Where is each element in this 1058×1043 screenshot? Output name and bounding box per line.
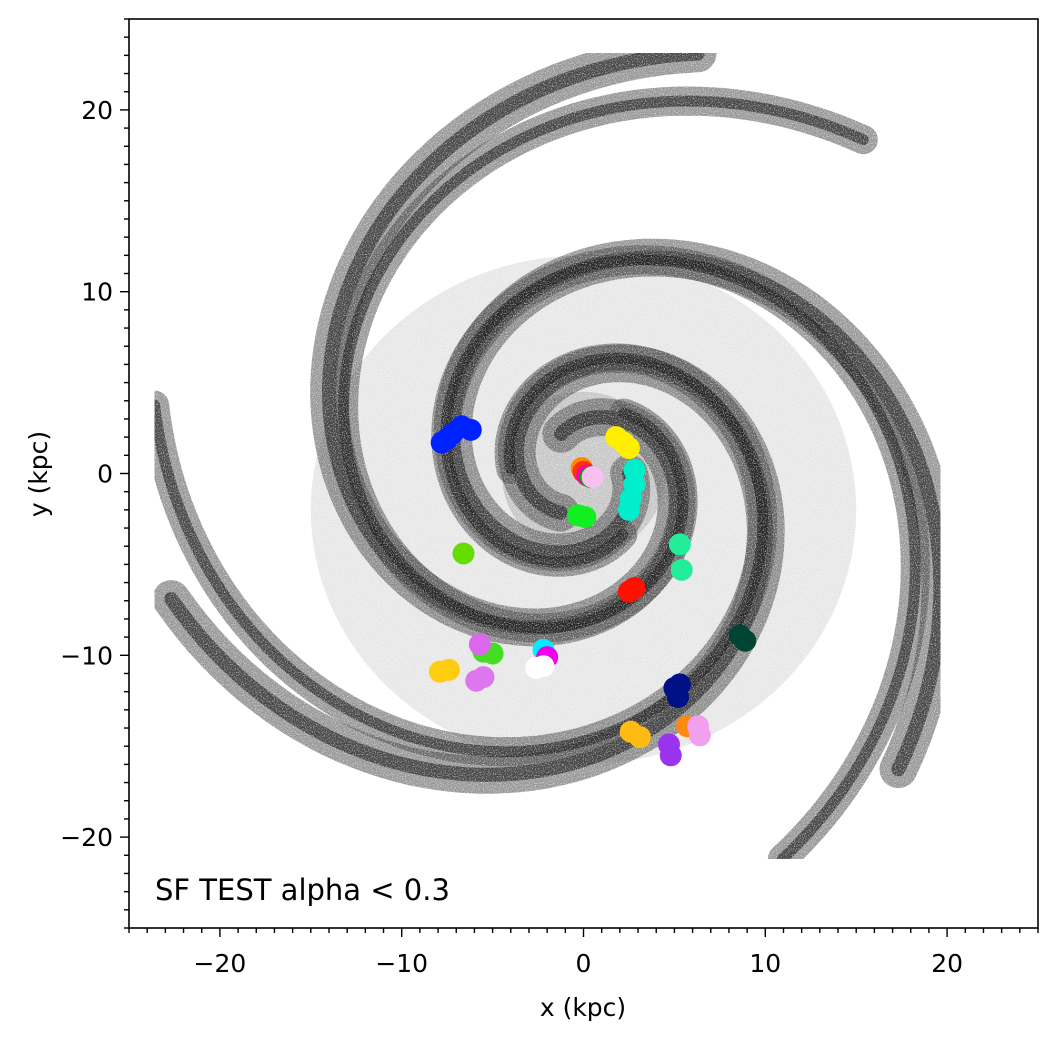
cluster-point	[667, 686, 690, 709]
y-tick-label: −10	[60, 641, 113, 670]
annotation-label: SF TEST alpha < 0.3	[155, 873, 450, 907]
cluster-point	[581, 466, 604, 489]
axis-ticks	[120, 18, 1039, 937]
x-tick-label: −10	[375, 949, 428, 978]
cluster-point	[472, 666, 495, 689]
spiral-arm-core	[440, 254, 921, 865]
cluster-point	[659, 744, 682, 767]
cluster-point	[468, 633, 491, 656]
cluster-point	[437, 658, 460, 681]
cluster-point	[436, 427, 459, 450]
cluster-point	[734, 629, 757, 652]
plot-area	[140, 34, 960, 874]
cluster-point	[452, 542, 475, 565]
spiral-arm-core	[338, 95, 869, 634]
x-axis-label: x (kpc)	[540, 993, 626, 1022]
y-tick-label: −20	[60, 823, 113, 852]
y-tick-label: 0	[97, 460, 113, 489]
cluster-point	[628, 726, 651, 749]
cluster-point	[617, 437, 640, 460]
x-tick-label: −20	[194, 949, 247, 978]
cluster-point	[574, 506, 597, 529]
gas-density-map	[140, 34, 960, 874]
cluster-point	[670, 558, 693, 581]
axis-tick-labels: −20 −10 0 10 20 −20 −10 0 10 20	[60, 96, 963, 978]
star-cluster-markers	[428, 415, 757, 767]
y-tick-label: 10	[81, 278, 113, 307]
cluster-point	[668, 533, 691, 556]
cluster-point	[688, 724, 711, 747]
cluster-point	[459, 418, 482, 441]
cluster-point	[617, 498, 640, 521]
cluster-point	[525, 657, 548, 680]
y-axis-label: y (kpc)	[24, 431, 53, 517]
cluster-point	[623, 577, 646, 600]
x-tick-label: 10	[749, 949, 781, 978]
x-tick-label: 0	[576, 949, 592, 978]
y-tick-label: 20	[81, 96, 113, 125]
spiral-arm-core	[149, 352, 769, 758]
x-tick-label: 20	[931, 949, 963, 978]
